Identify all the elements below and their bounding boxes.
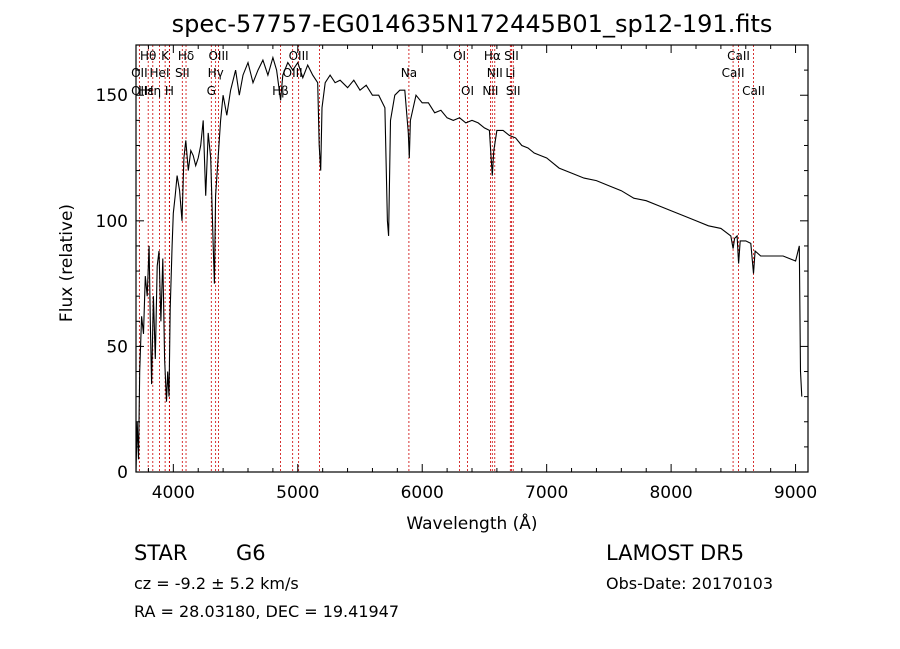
line-label-8: CaII — [727, 49, 750, 63]
line-label-13: Na — [401, 66, 417, 80]
line-label-1: K — [161, 49, 170, 63]
line-label-6: Hα — [484, 49, 501, 63]
plot-frame — [135, 44, 809, 473]
spectral-line-markers — [138, 45, 754, 472]
line-label-15: Li — [505, 66, 515, 80]
coordinates-text: RA = 28.03180, DEC = 19.41947 — [134, 602, 400, 621]
line-label-24: OI — [461, 84, 474, 98]
line-label-26: SII — [506, 84, 521, 98]
line-label-3: OIII — [208, 49, 228, 63]
y-tick-label-1: 50 — [106, 337, 128, 357]
line-label-10: HeI — [150, 66, 170, 80]
line-label-27: CaII — [742, 84, 765, 98]
line-label-2: Hδ — [178, 49, 194, 63]
x-tick-label-4: 8000 — [649, 483, 692, 503]
line-label-25: NII — [482, 84, 498, 98]
line-label-14: NII — [487, 66, 503, 80]
x-tick-label-1: 5000 — [276, 483, 319, 503]
y-tick-label-3: 150 — [96, 86, 128, 106]
x-axis-label: Wavelength (Å) — [406, 512, 537, 534]
line-label-21: H — [165, 84, 174, 98]
line-label-4: OIII — [289, 49, 309, 63]
y-tick-label-0: 0 — [117, 463, 128, 483]
survey-name: LAMOST DR5 — [606, 541, 745, 565]
line-label-7: SII — [504, 49, 519, 63]
line-label-20: Hη — [144, 84, 161, 98]
obs-date-text: Obs-Date: 20170103 — [606, 574, 774, 593]
line-label-22: G — [207, 84, 216, 98]
line-label-19: Hε — [138, 84, 154, 98]
line-label-0: Hθ — [140, 49, 156, 63]
chart-title: spec-57757-EG014635N172445B01_sp12-191.f… — [172, 10, 773, 38]
line-label-11: SII — [175, 66, 190, 80]
line-label-16: CaII — [722, 66, 745, 80]
x-axis: 4000 5000 6000 7000 8000 9000 — [147, 45, 817, 503]
x-tick-label-2: 6000 — [401, 483, 444, 503]
line-label-9: OII — [131, 66, 148, 80]
x-tick-label-5: 9000 — [774, 483, 817, 503]
line-label-18: OII — [131, 84, 148, 98]
line-label-5: OI — [453, 49, 466, 63]
y-tick-label-2: 100 — [96, 212, 128, 232]
y-axis: 0 50 100 150 — [96, 69, 808, 483]
spectrum-line-0 — [135, 55, 803, 473]
object-subclass: G6 — [236, 541, 266, 565]
object-class: STAR — [134, 541, 188, 565]
line-label-23: Hβ — [272, 84, 289, 98]
line-label-17: OIII — [283, 66, 303, 80]
spectrum-series — [135, 55, 803, 473]
x-tick-label-3: 7000 — [525, 483, 568, 503]
y-axis-label: Flux (relative) — [57, 204, 77, 322]
line-label-12: Hγ — [208, 66, 224, 80]
x-tick-label-0: 4000 — [152, 483, 195, 503]
redshift-text: cz = -9.2 ± 5.2 km/s — [134, 574, 299, 593]
